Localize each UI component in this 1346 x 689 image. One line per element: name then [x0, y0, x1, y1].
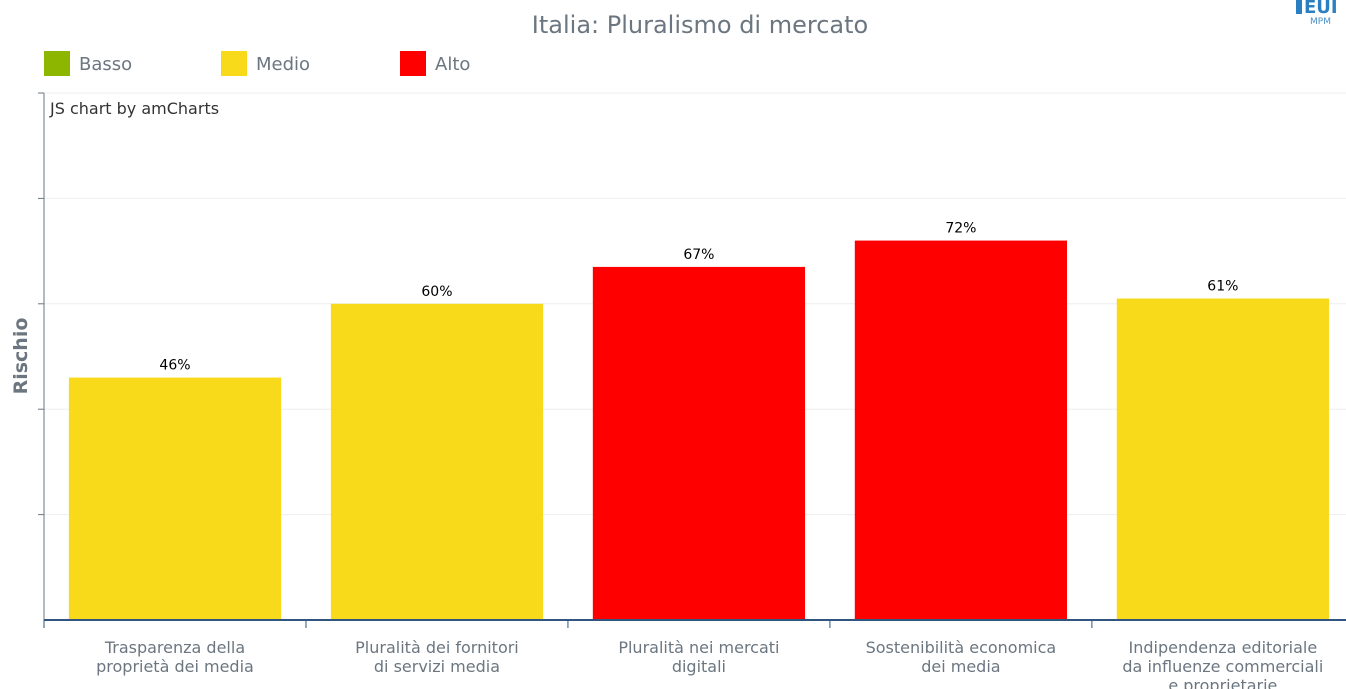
- chart-credit[interactable]: JS chart by amCharts: [49, 99, 219, 118]
- x-tick-label-4-2: e proprietarie: [1168, 676, 1277, 689]
- x-tick-label-2-0: Pluralità nei mercati: [618, 638, 779, 657]
- x-tick-label-0-0: Trasparenza della: [104, 638, 245, 657]
- data-label-2: 67%: [683, 247, 714, 263]
- legend-label-medio[interactable]: Medio: [256, 54, 310, 75]
- logo-subtitle: MPM: [1310, 17, 1331, 27]
- x-tick-label-1-1: di servizi media: [374, 657, 500, 676]
- legend-label-alto[interactable]: Alto: [435, 54, 470, 75]
- x-tick-label-0-1: proprietà dei media: [96, 657, 254, 676]
- legend-swatch-alto[interactable]: [400, 51, 426, 76]
- bar-0[interactable]: [68, 377, 282, 620]
- eui-mpm-logo: EUI MPM: [1296, 0, 1338, 27]
- legend: Basso Medio Alto: [44, 51, 470, 76]
- logo-text: EUI: [1304, 0, 1338, 18]
- logo-mark: [1296, 0, 1302, 14]
- legend-label-basso[interactable]: Basso: [79, 54, 132, 75]
- bar-4[interactable]: [1116, 298, 1329, 620]
- data-label-0: 46%: [159, 358, 190, 374]
- bar-3[interactable]: [854, 240, 1067, 620]
- x-tick-label-3-0: Sostenibilità economica: [866, 638, 1057, 657]
- data-label-4: 61%: [1207, 279, 1238, 295]
- data-label-1: 60%: [421, 284, 452, 300]
- bars: 46% 60% 67% 72% 61%: [68, 221, 1329, 620]
- legend-swatch-basso[interactable]: [44, 51, 70, 76]
- x-tick-label-2-1: digitali: [672, 657, 726, 676]
- chart-title: Italia: Pluralismo di mercato: [532, 11, 868, 39]
- y-axis-label: Rischio: [10, 318, 32, 395]
- data-label-3: 72%: [945, 221, 976, 237]
- x-tick-label-4-1: da influenze commerciali: [1122, 657, 1323, 676]
- bar-2[interactable]: [592, 266, 806, 620]
- x-tick-label-1-0: Pluralità dei fornitori: [355, 638, 519, 657]
- axes: [38, 92, 1346, 628]
- x-tick-label-3-1: dei media: [921, 657, 1000, 676]
- x-tick-label-4-0: Indipendenza editoriale: [1129, 638, 1318, 657]
- bar-1[interactable]: [330, 303, 544, 620]
- legend-swatch-medio[interactable]: [221, 51, 247, 76]
